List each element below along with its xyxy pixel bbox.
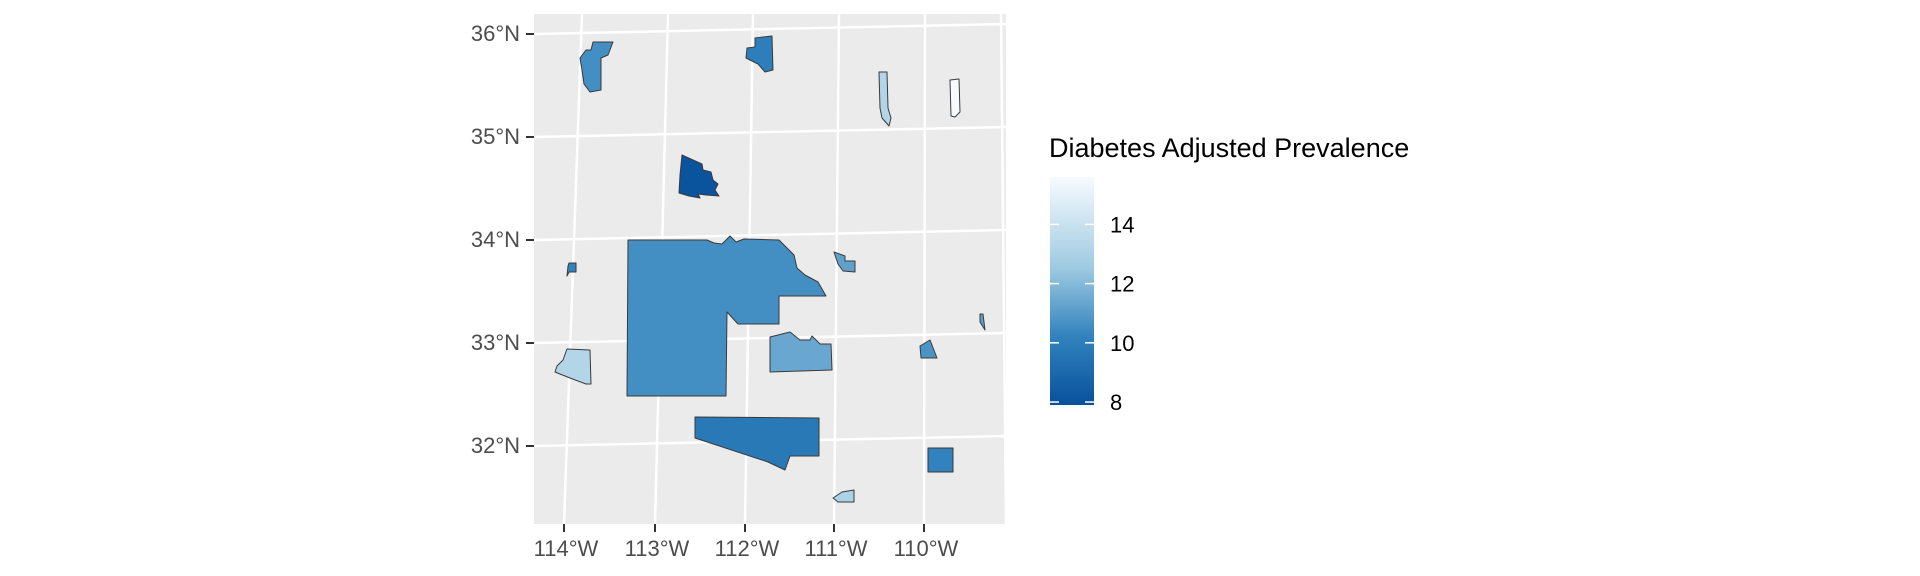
lon-label: 113°W [625, 536, 690, 561]
region-8[interactable] [833, 251, 856, 273]
legend-break-label: 12 [1110, 272, 1134, 297]
region-12[interactable] [979, 313, 986, 331]
region-4[interactable] [949, 78, 961, 118]
region-1[interactable] [579, 41, 614, 93]
lon-label: 114°W [534, 536, 599, 561]
legend-break-label: 8 [1110, 390, 1122, 415]
region-9[interactable] [554, 348, 592, 385]
lon-label: 110°W [894, 536, 959, 561]
region-2[interactable] [745, 35, 774, 73]
meridian-109w [999, 13, 1008, 525]
region-13[interactable] [694, 416, 820, 471]
region-6[interactable] [566, 262, 577, 277]
meridian-110w [922, 13, 927, 525]
lat-label: 33°N [471, 330, 520, 355]
lat-label: 35°N [471, 124, 520, 149]
region-7[interactable] [626, 235, 827, 397]
parallel-36n [533, 22, 1007, 36]
lon-label: 112°W [715, 536, 780, 561]
lat-label: 34°N [471, 227, 520, 252]
legend-break-label: 14 [1110, 212, 1134, 237]
regions [554, 35, 986, 503]
latitude-axis: 36°N 35°N 34°N 33°N 32°N [471, 21, 534, 458]
legend-break-label: 10 [1110, 331, 1134, 356]
region-14[interactable] [927, 447, 954, 473]
lon-label: 111°W [804, 536, 867, 561]
lat-label: 32°N [471, 433, 520, 458]
legend-colorbar [1050, 177, 1094, 405]
graticule [533, 13, 1008, 525]
legend: Diabetes Adjusted Prevalence 14 12 10 8 [1049, 133, 1409, 415]
region-5[interactable] [678, 154, 720, 199]
lat-label: 36°N [471, 21, 520, 46]
longitude-axis: 114°W 113°W 112°W 111°W 110°W [534, 524, 959, 561]
region-3[interactable] [878, 71, 892, 127]
region-11[interactable] [919, 339, 938, 359]
region-15[interactable] [832, 489, 855, 503]
region-10[interactable] [769, 331, 833, 373]
parallel-35n [533, 125, 1007, 139]
meridian-111w [832, 13, 841, 525]
legend-ticks: 14 12 10 8 [1050, 212, 1134, 415]
parallel-34n [533, 228, 1007, 242]
legend-title: Diabetes Adjusted Prevalence [1049, 133, 1409, 163]
